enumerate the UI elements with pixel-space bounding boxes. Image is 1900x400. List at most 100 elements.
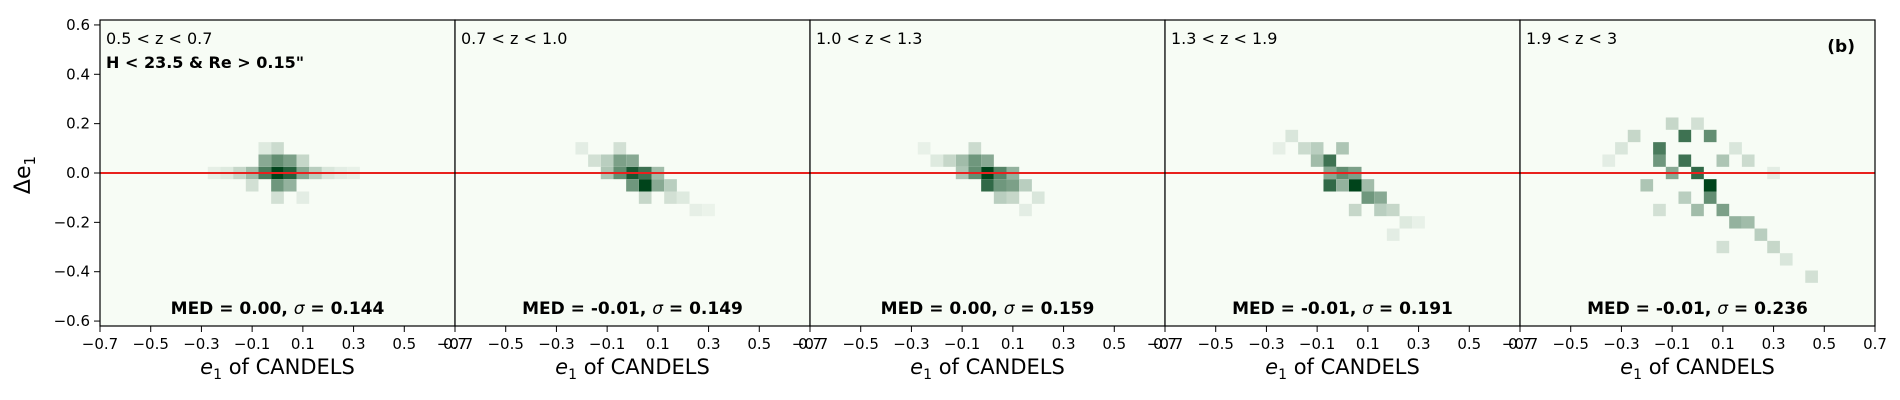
- x-axis-label-rest: of CANDELS: [577, 355, 710, 379]
- redshift-range-label: 0.7 < z < 1.0: [461, 29, 567, 48]
- x-tick-label: 0.7: [1863, 335, 1887, 353]
- y-axis-label-main: Δe: [11, 165, 36, 194]
- heatmap-cell: [1678, 129, 1692, 143]
- x-axis-label-sub: 1: [1633, 367, 1642, 383]
- x-axis-label-main: e: [1620, 355, 1633, 379]
- panel-4: −0.7 −0.5 −0.3 −0.1 0.1 0.3 0.5 0.7 e1 of CANDEL…: [1147, 19, 1532, 383]
- panel-1: −0.7 −0.5 −0.3 −0.1 0.1 0.3 0.5 0.7 e1 of CANDEL…: [54, 16, 467, 383]
- heatmap-cell: [1767, 240, 1780, 254]
- x-tick-label: 0.1: [646, 335, 670, 353]
- heatmap-cell: [1703, 179, 1717, 192]
- heatmap-cell: [1348, 179, 1362, 192]
- heatmap-cell: [981, 154, 994, 167]
- redshift-range-label: 0.5 < z < 0.7: [106, 29, 212, 48]
- statistics-label: MED = 0.00, σ = 0.144: [171, 299, 385, 319]
- statistics-median: MED = -0.01,: [522, 299, 652, 319]
- heatmap-cell: [955, 154, 969, 167]
- x-axis-label: e1 of CANDELS: [910, 355, 1065, 383]
- heatmap-cell: [689, 203, 703, 217]
- panel-5: −0.7 −0.5 −0.3 −0.1 0.1 0.3 0.5 0.7 e1 of CANDEL…: [1502, 19, 1887, 383]
- heatmap-cell: [943, 154, 956, 167]
- x-tick-label: 0.1: [291, 335, 315, 353]
- statistics-median: MED = 0.00,: [171, 299, 294, 319]
- heatmap-cell: [1729, 216, 1742, 229]
- heatmap-cell: [1019, 179, 1032, 192]
- heatmap-cell: [283, 179, 297, 192]
- heatmap-cell: [575, 142, 589, 155]
- heatmap-cell: [271, 179, 284, 192]
- x-tick-label: 0.5: [747, 335, 771, 353]
- x-tick-label: −0.1: [589, 335, 625, 353]
- x-tick-label: 0.7: [1153, 335, 1177, 353]
- x-axis-label-main: e: [1265, 355, 1278, 379]
- heatmap-cell: [1336, 179, 1349, 192]
- y-tick-label: −0.4: [54, 263, 90, 281]
- statistics-sigma-value: = 0.191: [1373, 299, 1453, 319]
- statistics-median: MED = -0.01,: [1587, 299, 1717, 319]
- x-axis-label-main: e: [555, 355, 568, 379]
- heatmap-cell: [613, 154, 627, 167]
- x-tick-label: 0.5: [1102, 335, 1126, 353]
- heatmap-cell: [1729, 142, 1742, 155]
- heatmap-cell: [1754, 228, 1768, 241]
- heatmap-cell: [1006, 179, 1020, 192]
- panel-2: −0.7 −0.5 −0.3 −0.1 0.1 0.3 0.5 0.7 e1 of CANDEL…: [437, 19, 822, 383]
- heatmap-cell: [1703, 129, 1717, 143]
- heatmap-cell: [1399, 216, 1413, 229]
- heatmap-cell: [1006, 191, 1020, 204]
- heatmap-cell: [1272, 142, 1286, 155]
- heatmap-cell: [1298, 142, 1311, 155]
- heatmap-cell: [1386, 228, 1400, 241]
- statistics-label: MED = -0.01, σ = 0.191: [1232, 299, 1453, 319]
- statistics-sigma-symbol: σ: [1004, 299, 1016, 319]
- heatmap-cell: [1386, 203, 1400, 217]
- y-tick-label: 0.0: [66, 164, 90, 182]
- panel-3: −0.7 −0.5 −0.3 −0.1 0.1 0.3 0.5 0.7 e1 of CANDEL…: [792, 19, 1177, 383]
- statistics-sigma-symbol: σ: [652, 299, 664, 319]
- heatmap-cell: [1323, 179, 1337, 192]
- x-axis-label-rest: of CANDELS: [1642, 355, 1775, 379]
- x-axis-label: e1 of CANDELS: [555, 355, 710, 383]
- x-tick-label: −0.5: [1197, 335, 1233, 353]
- statistics-label: MED = -0.01, σ = 0.149: [522, 299, 743, 319]
- heatmap-cell: [1374, 203, 1387, 217]
- heatmap-cell: [981, 179, 994, 192]
- x-axis-label-main: e: [910, 355, 923, 379]
- statistics-sigma-symbol: σ: [1717, 299, 1729, 319]
- x-tick-label: −0.3: [538, 335, 574, 353]
- heatmap-cell: [1348, 203, 1362, 217]
- x-tick-label: −0.7: [1502, 335, 1538, 353]
- x-tick-label: −0.3: [183, 335, 219, 353]
- x-tick-label: 0.3: [1052, 335, 1076, 353]
- heatmap-cell: [1412, 216, 1425, 229]
- heatmap-cell: [1602, 154, 1616, 167]
- heatmap-cell: [968, 154, 982, 167]
- heatmap-cell: [258, 154, 272, 167]
- x-tick-label: 0.5: [1457, 335, 1481, 353]
- x-tick-label: 0.3: [342, 335, 366, 353]
- x-axis-label-rest: of CANDELS: [932, 355, 1065, 379]
- heatmap-cell: [271, 154, 284, 167]
- x-tick-label: 0.7: [443, 335, 467, 353]
- y-tick-label: 0.6: [66, 16, 90, 34]
- statistics-label: MED = 0.00, σ = 0.159: [881, 299, 1095, 319]
- x-tick-label: 0.7: [1508, 335, 1532, 353]
- heatmap-cell: [993, 179, 1007, 192]
- x-tick-label: −0.3: [893, 335, 929, 353]
- heatmap-cell: [993, 191, 1007, 204]
- x-tick-label: 0.1: [1001, 335, 1025, 353]
- x-tick-label: −0.1: [1299, 335, 1335, 353]
- x-tick-label: −0.7: [1147, 335, 1183, 353]
- heatmap-cell: [1653, 203, 1666, 217]
- heatmap-cell: [1741, 216, 1755, 229]
- heatmap-cell: [1615, 142, 1628, 155]
- heatmap-cell: [1323, 154, 1337, 167]
- x-tick-label: −0.5: [487, 335, 523, 353]
- x-tick-label: −0.5: [1552, 335, 1588, 353]
- panels: −0.7 −0.5 −0.3 −0.1 0.1 0.3 0.5 0.7e1 of CANDEL…: [54, 16, 1887, 383]
- heatmap-cell: [968, 142, 982, 155]
- statistics-sigma-value: = 0.144: [304, 299, 384, 319]
- x-tick-label: 0.3: [697, 335, 721, 353]
- heatmap-cell: [1310, 142, 1324, 155]
- heatmap-cell: [626, 154, 639, 167]
